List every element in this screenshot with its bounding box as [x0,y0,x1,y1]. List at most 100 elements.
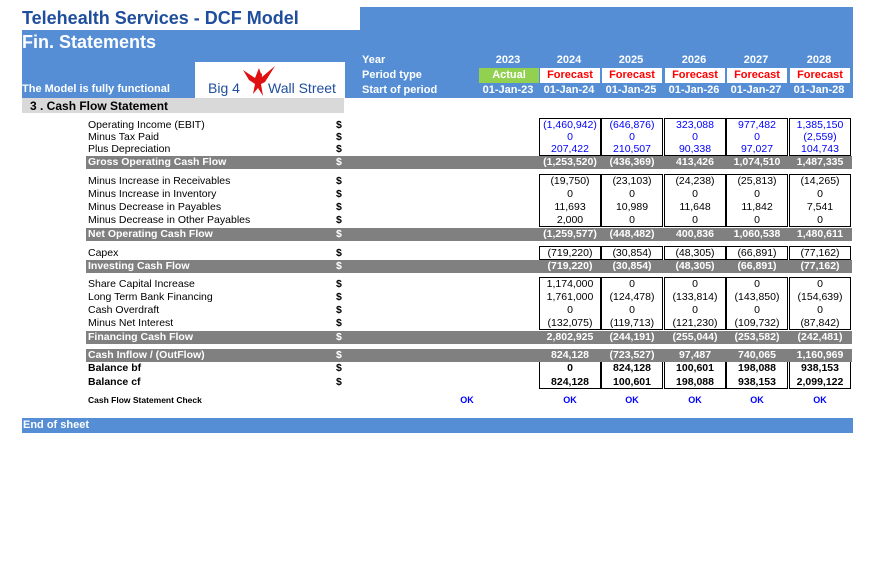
value-cell[interactable]: 824,128 [551,349,589,361]
year-cell: 2027 [743,54,769,66]
value-cell[interactable]: (436,369) [609,156,655,168]
value-cell[interactable]: 0 [567,362,573,374]
value-cell[interactable]: 1,385,150 [796,119,844,131]
value-cell[interactable]: (646,876) [609,119,655,131]
value-cell[interactable]: 0 [629,278,635,290]
value-cell[interactable]: 0 [817,278,823,290]
value-cell[interactable]: 0 [629,188,635,200]
value-cell[interactable]: 11,693 [554,201,586,213]
value-cell[interactable]: 97,027 [740,143,774,155]
value-cell[interactable]: (109,732) [734,317,780,329]
value-cell[interactable]: (132,075) [547,317,593,329]
value-cell[interactable]: 0 [817,304,823,316]
value-cell[interactable]: 100,601 [676,362,714,374]
value-cell[interactable]: 207,422 [551,143,589,155]
value-cell[interactable]: (119,713) [609,317,655,329]
value-cell[interactable]: 104,743 [801,143,839,155]
row-label: Investing Cash Flow [88,260,190,272]
value-cell[interactable]: (77,162) [800,247,840,259]
value-cell[interactable]: (121,230) [672,317,718,329]
value-cell[interactable]: (24,238) [675,175,715,187]
value-cell[interactable]: 938,153 [738,376,776,388]
value-cell[interactable]: 0 [754,304,760,316]
cell-group-border [601,174,663,227]
value-cell[interactable]: 198,088 [676,376,714,388]
value-cell[interactable]: (143,850) [734,291,780,303]
value-cell[interactable]: 0 [692,188,698,200]
value-cell[interactable]: 10,989 [615,201,649,213]
value-cell[interactable]: 198,088 [738,362,776,374]
value-cell[interactable]: (448,482) [609,228,655,240]
value-cell[interactable]: (244,191) [609,331,655,343]
value-cell[interactable]: 0 [754,278,760,290]
value-cell[interactable]: 824,128 [551,376,589,388]
value-cell[interactable]: (133,814) [672,291,718,303]
value-cell[interactable]: 0 [692,131,698,143]
value-cell[interactable]: 97,487 [678,349,712,361]
value-cell[interactable]: 11,842 [741,201,773,213]
currency-symbol: $ [336,260,342,272]
value-cell[interactable]: (1,259,577) [543,228,597,240]
value-cell[interactable]: 0 [567,188,573,200]
value-cell[interactable]: 0 [567,131,573,143]
value-cell[interactable]: (30,854) [612,247,652,259]
value-cell[interactable]: 0 [754,214,760,226]
value-cell[interactable]: (1,253,520) [543,156,597,168]
value-cell[interactable]: 7,541 [806,201,834,213]
value-cell[interactable]: (719,220) [547,260,593,272]
value-cell[interactable]: (48,305) [675,247,715,259]
value-cell[interactable]: 740,065 [738,349,776,361]
value-cell[interactable]: 1,174,000 [546,278,594,290]
value-cell[interactable]: 0 [754,131,760,143]
value-cell[interactable]: 0 [692,214,698,226]
value-cell[interactable]: (66,891) [737,247,777,259]
value-cell[interactable]: 400,836 [676,228,714,240]
value-cell[interactable]: 938,153 [801,362,839,374]
value-cell[interactable]: 1,060,538 [733,228,781,240]
value-cell[interactable]: 90,338 [678,143,712,155]
value-cell[interactable]: 1,480,611 [796,228,844,240]
value-cell[interactable]: 0 [817,214,823,226]
value-cell[interactable]: (255,044) [672,331,718,343]
value-cell[interactable]: (242,481) [797,331,843,343]
value-cell[interactable]: 2,000 [556,214,584,226]
value-cell[interactable]: 0 [754,188,760,200]
value-cell[interactable]: (87,842) [800,317,840,329]
value-cell[interactable]: 0 [629,214,635,226]
value-cell[interactable]: (77,162) [800,260,840,272]
cell-group-border [726,174,788,227]
value-cell[interactable]: 1,074,510 [733,156,781,168]
value-cell[interactable]: (19,750) [550,175,590,187]
value-cell[interactable]: (154,639) [797,291,843,303]
value-cell[interactable]: 2,099,122 [796,376,844,388]
value-cell[interactable]: (723,527) [609,349,655,361]
value-cell[interactable]: 0 [567,304,573,316]
value-cell[interactable]: (2,559) [803,131,837,143]
value-cell[interactable]: 210,507 [613,143,651,155]
value-cell[interactable]: 0 [629,131,635,143]
value-cell[interactable]: (1,460,942) [543,119,597,131]
value-cell[interactable]: (719,220) [547,247,593,259]
value-cell[interactable]: 1,160,969 [796,349,844,361]
value-cell[interactable]: 0 [629,304,635,316]
value-cell[interactable]: 2,802,925 [546,331,594,343]
value-cell[interactable]: (48,305) [675,260,715,272]
value-cell[interactable]: (25,813) [737,175,777,187]
value-cell[interactable]: (23,103) [612,175,652,187]
value-cell[interactable]: 1,487,335 [796,156,844,168]
value-cell[interactable]: (66,891) [737,260,777,272]
value-cell[interactable]: 413,426 [676,156,714,168]
value-cell[interactable]: 1,761,000 [546,291,594,303]
value-cell[interactable]: 0 [692,304,698,316]
value-cell[interactable]: 824,128 [613,362,651,374]
value-cell[interactable]: 11,648 [679,201,711,213]
value-cell[interactable]: 0 [692,278,698,290]
value-cell[interactable]: (14,265) [800,175,840,187]
value-cell[interactable]: 100,601 [613,376,651,388]
value-cell[interactable]: 977,482 [738,119,776,131]
value-cell[interactable]: 0 [817,188,823,200]
value-cell[interactable]: 323,088 [676,119,714,131]
value-cell[interactable]: (30,854) [612,260,652,272]
value-cell[interactable]: (124,478) [609,291,655,303]
value-cell[interactable]: (253,582) [734,331,780,343]
